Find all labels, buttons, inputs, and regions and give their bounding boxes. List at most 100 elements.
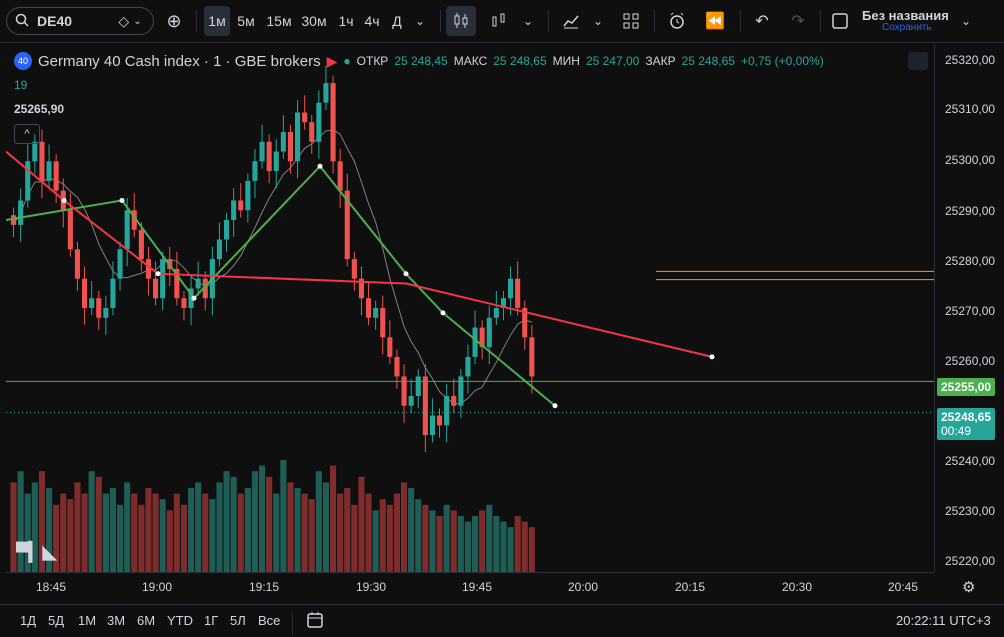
low-label: МИН — [552, 54, 580, 68]
volume-bar — [67, 499, 74, 572]
interval-1d[interactable]: Д — [392, 13, 402, 29]
candle-body — [124, 210, 130, 250]
volume-bar — [287, 482, 294, 572]
layout-save-link[interactable]: Сохранить — [882, 22, 932, 33]
open-label: ОТКР — [356, 54, 389, 68]
compare-symbol-button[interactable]: ⊕ — [160, 6, 188, 36]
interval-15m[interactable]: 15м — [266, 13, 292, 29]
interval-1h[interactable]: 1ч — [338, 13, 354, 29]
axis-settings-button[interactable]: ⚙ — [962, 578, 975, 596]
alert-button[interactable] — [662, 6, 692, 36]
candle-body — [500, 298, 506, 308]
volume-bar — [401, 482, 408, 572]
volume-bar — [479, 510, 486, 572]
candle-body — [380, 308, 386, 338]
candle-body — [39, 141, 45, 181]
candle-body — [238, 200, 244, 211]
candle-body — [472, 327, 478, 357]
candle-body — [508, 278, 514, 299]
price-label: 25220,00 — [945, 554, 996, 568]
range-all[interactable]: Все — [258, 613, 281, 628]
price-label: 25280,00 — [945, 254, 996, 268]
redo-button[interactable]: ↷ — [784, 6, 812, 36]
price-readout: 25265,90 — [14, 102, 65, 116]
goto-date-button[interactable] — [306, 611, 324, 632]
symbol-search[interactable]: DE40 — [6, 7, 154, 35]
price-axis[interactable]: 25320,00 25310,00 25300,00 25290,00 2528… — [934, 44, 1004, 572]
candle-body — [316, 102, 322, 142]
candle-body — [195, 278, 201, 289]
range-ytd[interactable]: YTD — [167, 613, 193, 628]
range-1y[interactable]: 1Г — [204, 613, 219, 628]
collapse-legend-button[interactable]: ^ — [14, 124, 40, 144]
range-1m[interactable]: 1М — [78, 613, 97, 628]
candle-body — [444, 396, 450, 426]
hline-price-tag: 25255,00 — [937, 378, 996, 396]
anchor-point — [403, 271, 409, 277]
volume-bar — [202, 493, 209, 572]
time-label: 20:30 — [782, 580, 813, 594]
chart-canvas[interactable] — [5, 44, 934, 572]
candle-body — [89, 298, 95, 308]
volume-bar — [131, 493, 138, 572]
interval-4h[interactable]: 4ч — [364, 13, 380, 29]
tradingview-logo[interactable]: ▀▎◣ — [16, 542, 57, 562]
anchor-point — [709, 354, 715, 360]
candle-body — [373, 308, 379, 318]
volume-bar — [74, 482, 81, 572]
price-label: 25310,00 — [945, 102, 996, 116]
candle-body — [295, 112, 301, 162]
anchor-point — [61, 197, 67, 203]
moving-average — [13, 129, 532, 405]
price-label: 25320,00 — [945, 53, 996, 67]
candle-body — [302, 112, 308, 123]
interval-dropdown[interactable]: ⌄ — [410, 6, 430, 36]
current-price-tag: 25248,65 00:49 — [937, 408, 996, 440]
volume-bar — [10, 482, 17, 572]
layout-dropdown[interactable]: ⌄ — [956, 6, 976, 36]
time-label: 19:00 — [142, 580, 173, 594]
close-label: ЗАКР — [645, 54, 676, 68]
range-5y[interactable]: 5Л — [230, 613, 246, 628]
candle-body — [131, 210, 137, 230]
indicators-dropdown[interactable]: ⌄ — [588, 6, 608, 36]
range-5d[interactable]: 5Д — [48, 613, 65, 628]
close-value: 25 248,65 — [681, 54, 735, 68]
interval-1m[interactable]: 1м — [204, 6, 230, 36]
range-6m[interactable]: 6М — [137, 613, 156, 628]
bars-style-button[interactable] — [484, 6, 514, 36]
time-label: 18:45 — [36, 580, 67, 594]
drawings[interactable] — [5, 150, 934, 413]
clock-timezone[interactable]: 20:22:11 UTC+3 — [896, 613, 991, 628]
candle-body — [394, 356, 400, 377]
range-1d[interactable]: 1Д — [20, 613, 37, 628]
replay-button[interactable]: ⏪ — [700, 6, 730, 36]
volume-bar — [81, 493, 88, 572]
candles-chart-type-button[interactable] — [446, 6, 476, 36]
pane-settings-button[interactable] — [908, 52, 928, 70]
volume-bar — [351, 504, 358, 572]
calendar-icon — [307, 612, 323, 628]
open-value: 25 248,45 — [394, 54, 448, 68]
range-3m[interactable]: 3М — [107, 613, 126, 628]
undo-button[interactable]: ↶ — [748, 6, 776, 36]
top-toolbar: DE40 ◇ ⌄ ⊕ 1м 5м 15м 30м 1ч 4ч Д ⌄ ⌄ ⌄ ⏪ … — [0, 0, 1004, 43]
layout-name[interactable]: Без названия — [862, 8, 949, 23]
indicators-icon — [563, 15, 579, 29]
chart-type-dropdown[interactable]: ⌄ — [518, 6, 538, 36]
volume-bar — [159, 499, 166, 572]
chart-pane[interactable]: 40 Germany 40 Cash index · 1 · GBE broke… — [5, 44, 934, 572]
candle-body — [280, 132, 286, 152]
volume-bar — [408, 488, 415, 572]
candle-body — [401, 376, 407, 406]
time-label: 19:15 — [249, 580, 280, 594]
layout-grid-button[interactable] — [616, 6, 646, 36]
layout-checkbox[interactable] — [826, 6, 854, 36]
indicators-button[interactable] — [556, 6, 586, 36]
time-axis[interactable]: 18:45 19:00 19:15 19:30 19:45 20:00 20:1… — [6, 572, 934, 601]
market-status-icon: ● — [343, 54, 351, 68]
interval-5m[interactable]: 5м — [237, 13, 255, 29]
interval-30m[interactable]: 30м — [301, 13, 327, 29]
volume-bar — [330, 465, 337, 572]
symbol-type-dropdown[interactable]: ◇ ⌄ — [108, 6, 152, 36]
